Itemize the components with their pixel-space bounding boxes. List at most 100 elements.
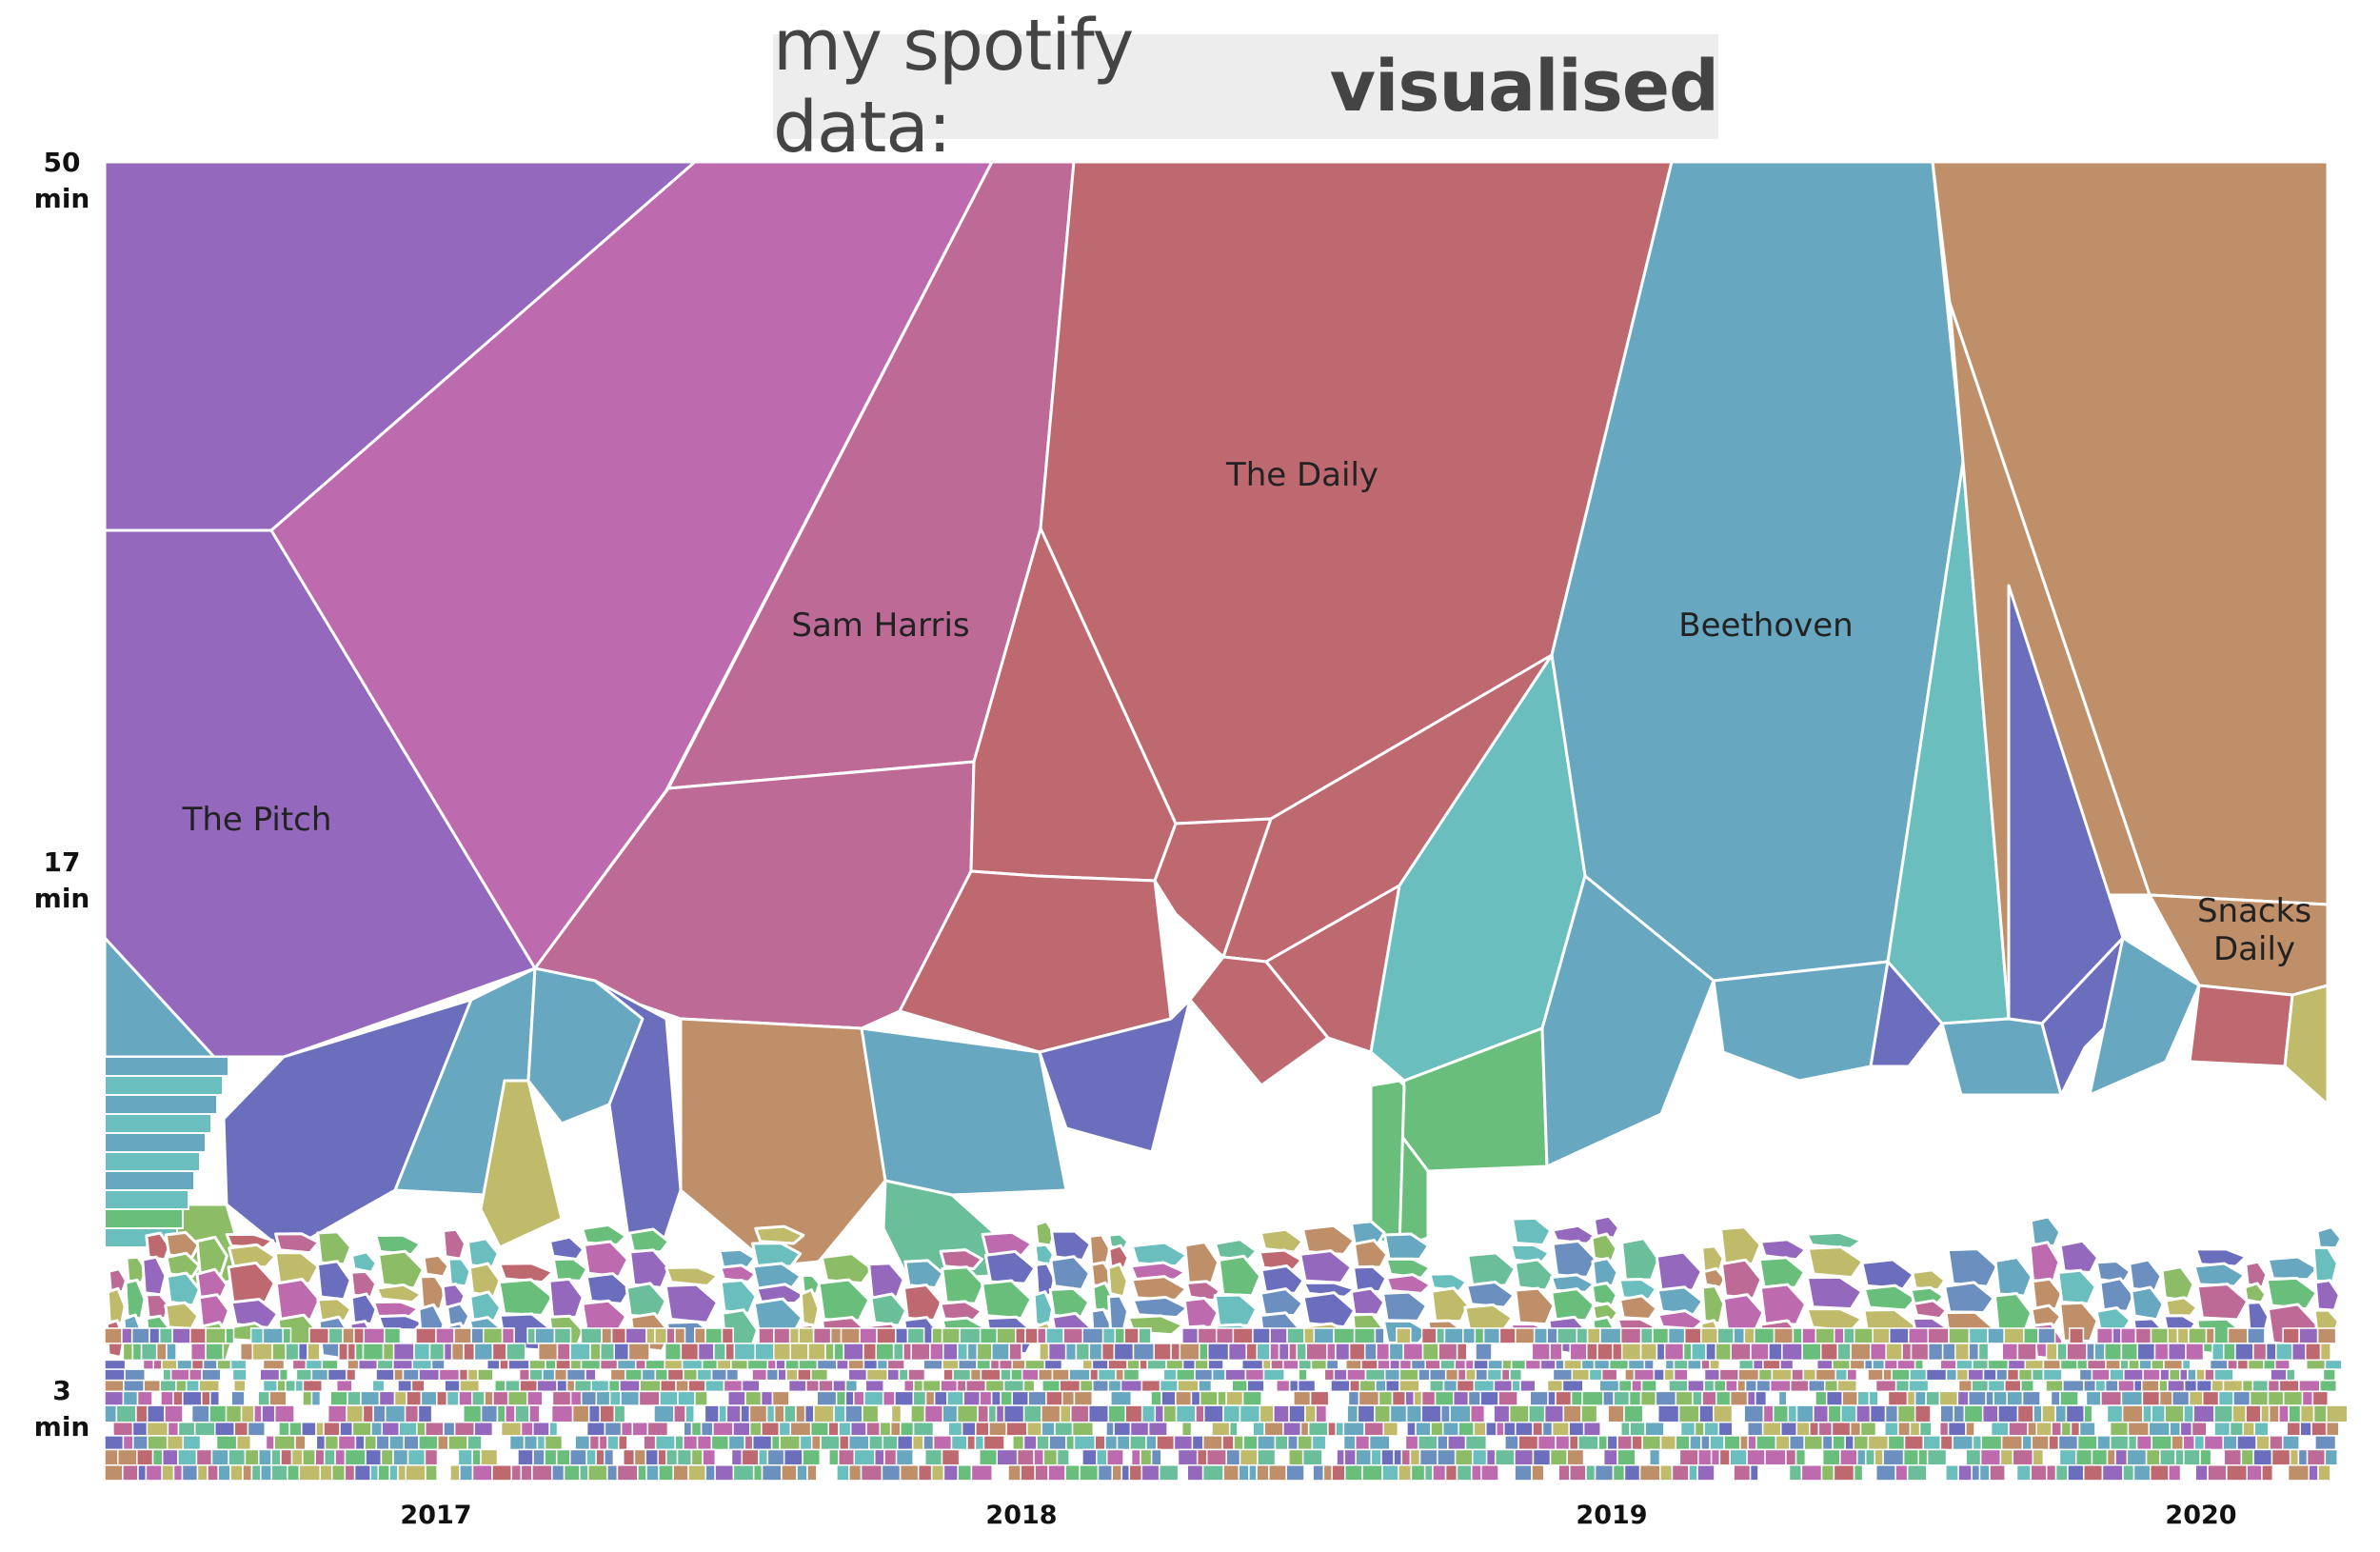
mosaic-fine-cell [182,1435,202,1451]
mosaic-fine-cell [161,1448,179,1466]
mosaic-fine-cell [1156,1435,1176,1451]
mosaic-fine-cell [970,1464,993,1482]
chart-title: my spotify data: visualised [773,5,1719,169]
mosaic-fine-cell [758,1327,775,1344]
mosaic-fine-cell [2227,1359,2239,1370]
mosaic-fine-cell [2106,1448,2116,1466]
mosaic-cell [2192,1262,2247,1288]
mosaic-fine-cell [1398,1359,1413,1370]
mosaic-fine-cell [1908,1379,1930,1393]
mosaic-fine-cell [2054,1464,2069,1482]
mosaic-fine-cell [2145,1448,2161,1466]
mosaic-fine-cell [608,1390,622,1406]
mosaic-fine-cell [1420,1404,1442,1423]
mosaic-fine-cell [534,1327,556,1344]
mosaic-fine-cell [453,1327,472,1344]
mosaic-fine-cell [1701,1390,1717,1406]
mosaic-fine-cell [1641,1435,1662,1451]
mosaic-fine-cell [1817,1421,1834,1437]
mosaic-fine-cell [666,1368,684,1382]
mosaic-fine-cell [2037,1327,2056,1344]
mosaic-fine-cell [785,1368,799,1382]
mosaic-fine-cell [1694,1421,1705,1437]
mosaic-fine-cell [162,1368,172,1382]
mosaic-fine-cell [526,1390,544,1406]
mosaic-fine-cell [1914,1359,1924,1370]
mosaic-fine-cell [2167,1379,2186,1393]
mosaic-fine-cell [166,1435,185,1451]
mosaic-fine-cell [1692,1390,1703,1406]
mosaic-fine-cell [697,1343,715,1362]
mosaic-fine-cell [1381,1464,1399,1482]
mosaic-fine-cell [1282,1359,1299,1370]
mosaic-fine-cell [1815,1368,1836,1382]
mosaic-fine-cell [1655,1390,1677,1406]
mosaic-fine-cell [1602,1390,1615,1406]
mosaic-fine-cell [2312,1404,2328,1423]
mosaic-fine-cell [1398,1464,1413,1482]
mosaic-cell [315,1260,352,1302]
mosaic-fine-cell [2149,1464,2170,1482]
mosaic-fine-cell [676,1448,693,1466]
mosaic-cell [274,1232,321,1255]
mosaic-fine-cell [301,1421,317,1437]
mosaic-fine-cell [1439,1404,1451,1423]
mosaic-fine-cell [459,1464,474,1482]
mosaic-fine-cell [1197,1327,1218,1344]
mosaic-fine-cell [1173,1435,1194,1451]
mosaic-cell [2160,1264,2195,1303]
mosaic-cell [1259,1287,1304,1318]
mosaic-fine-cell [210,1448,229,1466]
mosaic-fine-cell [205,1327,227,1344]
mosaic-fine-cell [1423,1464,1434,1482]
region-red-b [1153,817,1273,959]
mosaic-fine-cell [195,1448,213,1466]
mosaic-fine-cell [449,1464,461,1482]
mosaic-fine-cell [1233,1435,1244,1451]
mosaic-fine-cell [1128,1464,1143,1482]
mosaic-fine-cell [844,1404,863,1423]
mosaic-fine-cell [1883,1359,1898,1370]
mosaic-fine-cell [458,1368,469,1382]
mosaic-cell [1943,1281,1995,1314]
mosaic-fine-cell [1228,1421,1239,1437]
mosaic-fine-cell [1241,1390,1262,1406]
mosaic-fine-cell [1198,1379,1213,1393]
mosaic-fine-cell [2132,1379,2143,1393]
mosaic-fine-cell [1874,1379,1897,1393]
mosaic-fine-cell [600,1343,615,1362]
mosaic-fine-cell [520,1464,533,1482]
mosaic-fine-cell [765,1404,776,1423]
mosaic-fine-cell [2150,1327,2170,1344]
mosaic-fine-cell [798,1327,815,1344]
mosaic-fine-cell [2188,1327,2208,1344]
mosaic-fine-cell [702,1448,717,1466]
mosaic-fine-cell [1380,1448,1395,1466]
mosaic-fine-cell [2067,1464,2085,1482]
mosaic-fine-cell [159,1379,177,1393]
mosaic-fine-cell [2050,1390,2061,1406]
mosaic-fine-cell [2188,1390,2204,1406]
mosaic-fine-cell [2056,1343,2068,1362]
mosaic-fine-cell [2042,1368,2063,1382]
mosaic-cell [1107,1232,1130,1251]
mosaic-fine-cell [1420,1327,1438,1344]
mosaic-fine-cell [1202,1435,1223,1451]
mosaic-fine-cell [1296,1343,1307,1362]
mosaic-fine-cell [2016,1343,2037,1362]
mosaic-fine-cell [680,1343,700,1362]
mosaic-fine-cell [1867,1368,1884,1382]
mosaic-fine-cell [1815,1327,1835,1344]
mosaic-fine-cell [1874,1448,1884,1466]
mosaic-fine-cell [143,1379,162,1393]
mosaic-cell [2266,1255,2320,1282]
mosaic-fine-cell [956,1379,967,1393]
mosaic-fine-cell [1925,1390,1941,1406]
mosaic-fine-cell [1867,1435,1890,1451]
mosaic-fine-cell [276,1379,287,1393]
mosaic-fine-cell [1945,1368,1958,1382]
x-tick-label: 2020 [2165,1501,2236,1530]
mosaic-fine-cell [810,1368,829,1382]
mosaic-fine-cell [457,1448,473,1466]
region-steel-c [860,1026,1068,1197]
